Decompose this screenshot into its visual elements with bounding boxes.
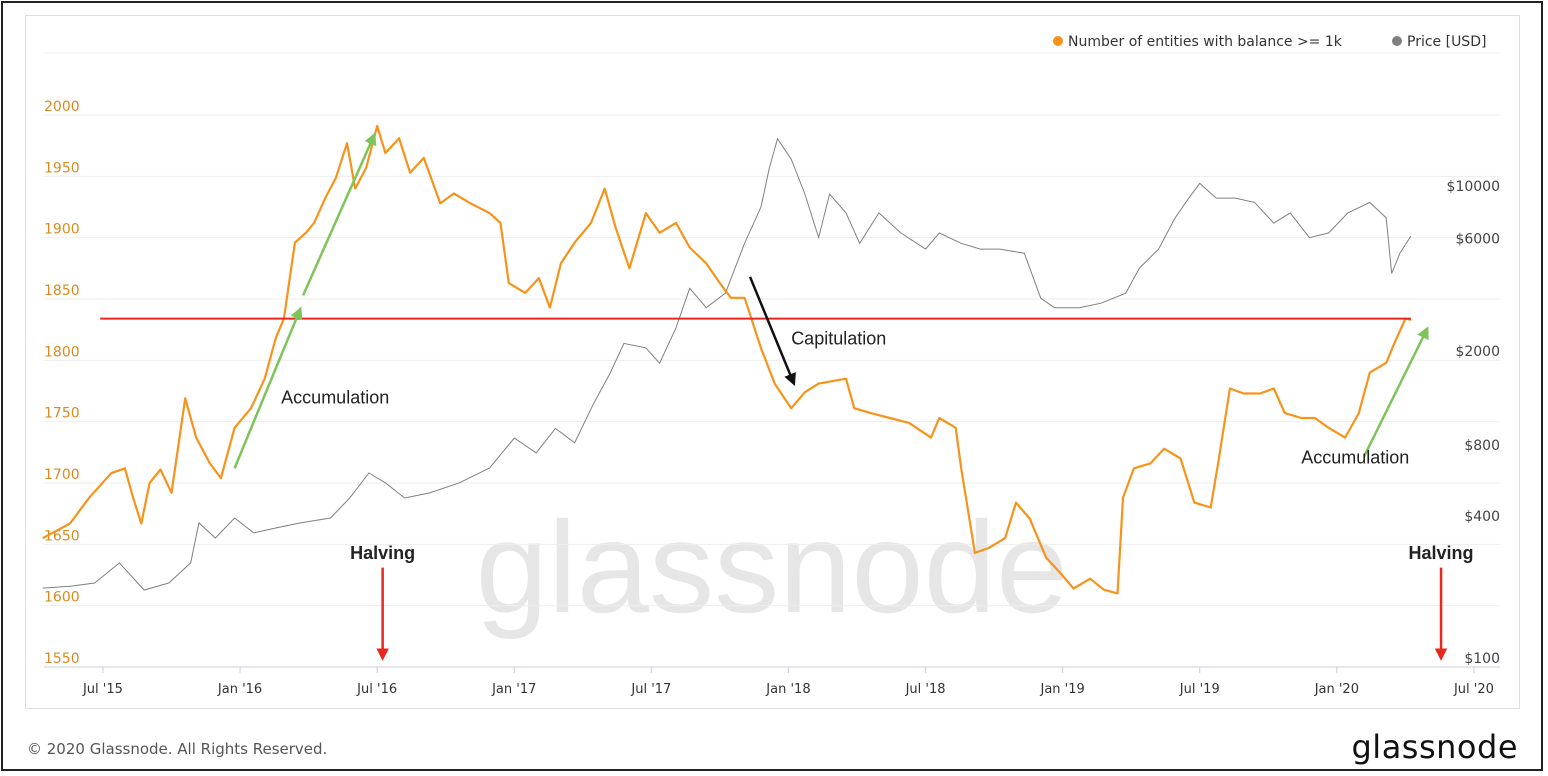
glassnode-logo: glassnode	[1351, 728, 1518, 766]
y-right-tick-label: $10000	[1447, 179, 1500, 195]
legend-price-marker	[1392, 36, 1402, 46]
legend-entities-marker	[1053, 36, 1063, 46]
x-tick-label: Jul '19	[1179, 682, 1220, 697]
x-tick-label: Jul '20	[1453, 682, 1494, 697]
x-tick-label: Jul '16	[356, 682, 397, 697]
y-right-tick-label: $100	[1464, 651, 1500, 667]
x-tick-label: Jan '16	[217, 682, 262, 697]
legend-entities-label: Number of entities with balance >= 1k	[1068, 34, 1343, 50]
y-left-tick-label: 1850	[44, 283, 80, 299]
x-tick-label: Jan '17	[491, 682, 536, 697]
y-left-tick-label: 1750	[44, 406, 80, 422]
y-right-tick-label: $2000	[1455, 344, 1500, 360]
copyright-footer: © 2020 Glassnode. All Rights Reserved.	[27, 740, 328, 758]
y-right-tick-label: $800	[1464, 438, 1500, 454]
y-left-tick-label: 1600	[44, 590, 80, 606]
halving-label: Halving	[350, 543, 415, 563]
x-tick-label: Jan '19	[1040, 682, 1085, 697]
halving-label: Halving	[1409, 543, 1474, 563]
x-tick-label: Jul '17	[630, 682, 671, 697]
y-left-tick-label: 1650	[44, 528, 80, 544]
x-tick-label: Jan '18	[765, 682, 810, 697]
chart-container	[25, 15, 1520, 709]
annotation-label: Capitulation	[791, 328, 886, 348]
x-tick-label: Jul '15	[82, 682, 123, 697]
y-left-tick-label: 2000	[44, 99, 80, 115]
x-tick-label: Jul '18	[905, 682, 946, 697]
y-left-tick-label: 1550	[44, 651, 80, 667]
x-tick-label: Jan '20	[1314, 682, 1359, 697]
y-left-tick-label: 1950	[44, 160, 80, 176]
accumulation-arrow	[233, 306, 303, 469]
capitulation-arrow	[748, 276, 796, 386]
annotation-label: Accumulation	[281, 387, 389, 407]
watermark: glassnode	[476, 494, 1069, 640]
annotation-label: Accumulation	[1301, 447, 1409, 467]
y-left-tick-label: 1900	[44, 222, 80, 238]
y-left-tick-label: 1700	[44, 467, 80, 483]
y-left-tick-label: 1800	[44, 344, 80, 360]
accumulation-arrow	[1363, 326, 1429, 457]
y-right-tick-label: $400	[1464, 509, 1500, 525]
accumulation-arrow	[301, 132, 377, 296]
y-right-tick-label: $6000	[1455, 231, 1500, 247]
legend-price-label: Price [USD]	[1407, 34, 1486, 50]
entities-line	[42, 124, 1412, 595]
price-line	[42, 137, 1412, 591]
